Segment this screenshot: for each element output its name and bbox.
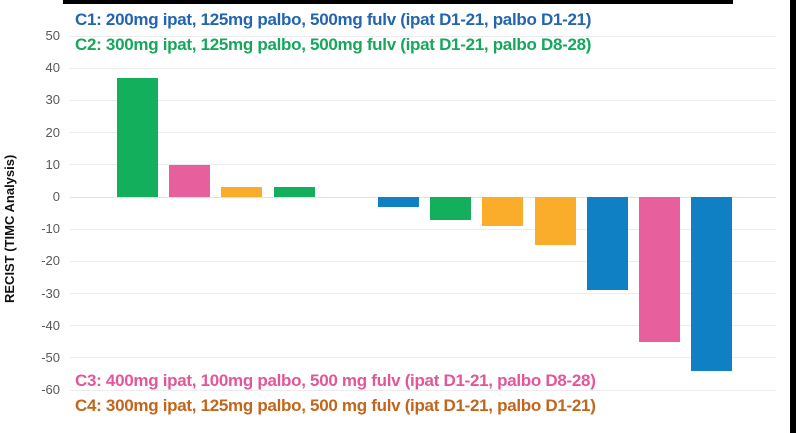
gridline <box>70 293 776 295</box>
right-edge-bar <box>790 0 796 433</box>
y-tick-label: 50 <box>45 28 60 44</box>
y-tick-label: 20 <box>45 124 60 140</box>
bar-c1 <box>378 197 419 207</box>
gridline <box>70 164 776 166</box>
y-tick-label: 10 <box>45 156 60 172</box>
y-tick-label: 30 <box>45 92 60 108</box>
bar-c2 <box>430 197 471 220</box>
gridline <box>70 389 776 391</box>
gridline <box>70 357 776 359</box>
y-tick-label: 40 <box>45 60 60 76</box>
y-axis-label: RECIST (TIMC Analysis) <box>2 154 17 304</box>
y-tick-label: -30 <box>41 285 60 301</box>
y-tick-label: -50 <box>41 349 60 365</box>
legend-entry-c3: C3: 400mg ipat, 100mg palbo, 500 mg fulv… <box>75 371 596 390</box>
bar-c1 <box>691 197 732 371</box>
y-tick-label: -40 <box>41 317 60 333</box>
gridline <box>70 99 776 101</box>
bar-c2 <box>274 187 315 197</box>
bar-c4 <box>221 187 262 197</box>
bar-c3 <box>169 164 210 197</box>
bar-c4 <box>535 197 576 246</box>
gridline <box>70 228 776 230</box>
y-tick-label: -60 <box>41 382 60 398</box>
gridline <box>70 196 776 198</box>
bar-c2 <box>117 77 158 197</box>
y-tick-label: -10 <box>41 221 60 237</box>
gridline <box>70 67 776 69</box>
gridline <box>70 325 776 327</box>
y-tick-label: -20 <box>41 253 60 269</box>
bar-c4 <box>482 197 523 226</box>
gridline <box>70 260 776 262</box>
y-tick-label: 0 <box>52 189 60 204</box>
bar-c3 <box>639 197 680 342</box>
top-edge-bar <box>63 0 733 4</box>
gridline <box>70 35 776 37</box>
gridline <box>70 132 776 134</box>
bar-c1 <box>587 197 628 291</box>
legend-entry-c2: C2: 300mg ipat, 125mg palbo, 500mg fulv … <box>75 35 592 54</box>
legend-entry-c4: C4: 300mg ipat, 125mg palbo, 500 mg fulv… <box>75 396 596 415</box>
legend-entry-c1: C1: 200mg ipat, 125mg palbo, 500mg fulv … <box>75 10 592 29</box>
